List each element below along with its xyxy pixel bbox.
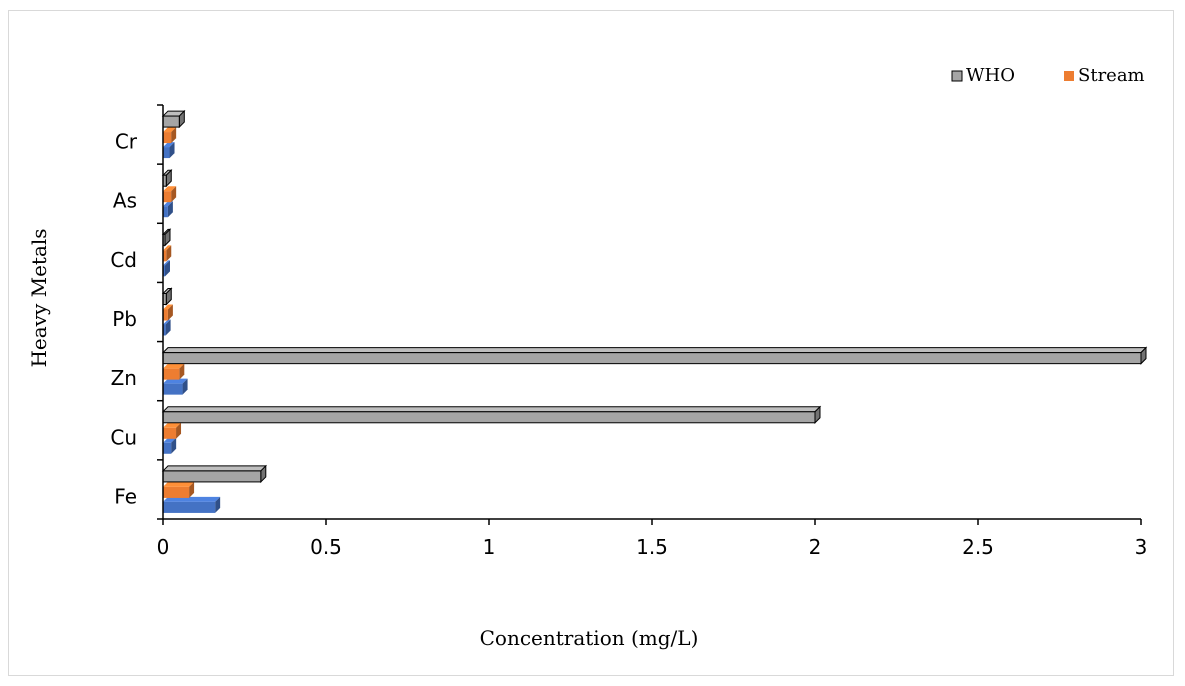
- bar-side-face: [167, 304, 173, 321]
- bar-who-as: [161, 169, 173, 188]
- bar-top-face: [163, 127, 177, 133]
- legend-label: WHO: [966, 65, 1015, 86]
- bar-side-face: [179, 363, 185, 380]
- bar-top-face: [163, 142, 175, 148]
- x-tick-label: 2.5: [962, 535, 994, 559]
- legend-item-who: WHO: [951, 65, 1015, 86]
- bar-well-zn: [163, 378, 188, 395]
- bar-who-pb: [161, 287, 173, 306]
- bar-top-face: [163, 260, 170, 266]
- bar-side-face: [171, 186, 177, 203]
- y-axis-title: Heavy Metals: [27, 228, 51, 367]
- bar-front-face: [163, 368, 180, 380]
- bar-top-face: [163, 422, 182, 428]
- bar-stream-pb: [163, 304, 173, 321]
- bar-side-face: [171, 127, 177, 144]
- bar-side-face: [182, 378, 188, 395]
- bar-front-face: [163, 132, 172, 144]
- x-tick-label: 2: [809, 535, 822, 559]
- category-label: Cu: [110, 425, 137, 449]
- bar-top-face: [163, 304, 173, 310]
- bar-top-face: [163, 245, 172, 251]
- bar-front-face: [162, 352, 1142, 365]
- bars-layer: [161, 109, 1148, 513]
- bar-stream-cu: [163, 422, 182, 439]
- bar-side-face: [165, 260, 170, 277]
- bar-stream-fe: [163, 481, 195, 498]
- bar-well-as: [163, 201, 173, 218]
- x-axis-title: Concentration (mg/L): [480, 626, 699, 650]
- bar-top-face: [163, 496, 221, 502]
- bar-front-face: [163, 250, 167, 262]
- legend-label: Stream: [1078, 65, 1145, 86]
- bar-side-face: [171, 437, 177, 454]
- x-tick-label: 1: [483, 535, 496, 559]
- bar-side-face: [176, 422, 182, 439]
- bar-top-face: [163, 319, 171, 325]
- bar-front-face: [162, 470, 262, 483]
- bar-top-face: [161, 347, 1148, 354]
- category-label: Zn: [111, 366, 137, 390]
- bar-who-zn: [161, 346, 1148, 365]
- bar-front-face: [163, 324, 166, 336]
- bar-side-face: [169, 142, 175, 159]
- bar-front-face: [163, 265, 165, 277]
- category-label: Cr: [115, 130, 138, 154]
- bar-front-face: [163, 501, 216, 513]
- bar-side-face: [166, 245, 172, 262]
- axes-layer: 0 0.5 1 1.5 2 2.5 3 Fe Cu Zn Pb Cd As Cr: [110, 104, 1148, 559]
- x-tick-label: 3: [1135, 535, 1148, 559]
- bar-top-face: [163, 363, 185, 369]
- bar-top-face: [163, 186, 177, 192]
- category-label: As: [113, 189, 137, 213]
- bar-stream-cd: [163, 245, 172, 262]
- bar-stream-zn: [163, 363, 185, 380]
- bar-stream-as: [163, 186, 177, 203]
- bar-side-face: [165, 319, 171, 336]
- bar-stream-cr: [163, 127, 177, 144]
- bar-front-face: [163, 147, 170, 159]
- x-tick-label: 0.5: [310, 535, 342, 559]
- bar-front-face: [163, 383, 183, 395]
- bar-side-face: [189, 481, 195, 498]
- bar-front-face: [163, 442, 172, 454]
- category-label: Fe: [114, 484, 137, 508]
- bar-well-fe: [163, 496, 221, 513]
- category-label: Cd: [110, 248, 137, 272]
- x-tick-label: 1.5: [636, 535, 668, 559]
- bar-top-face: [163, 481, 195, 487]
- legend-swatch: [1064, 71, 1074, 81]
- bar-top-face: [163, 201, 173, 207]
- bar-front-face: [163, 309, 168, 321]
- legend-swatch: [951, 70, 963, 82]
- bar-side-face: [215, 496, 221, 513]
- bar-top-face: [161, 406, 822, 413]
- bar-who-fe: [161, 464, 268, 484]
- bar-front-face: [162, 411, 816, 424]
- legend: WHOStreamWell: [951, 65, 1145, 86]
- category-label: Pb: [112, 307, 137, 331]
- bar-who-cu: [161, 405, 822, 424]
- bar-well-cr: [163, 142, 175, 159]
- bar-who-cd: [161, 228, 172, 247]
- bar-well-pb: [163, 319, 171, 336]
- bar-front-face: [163, 486, 190, 498]
- bar-side-face: [167, 201, 173, 218]
- bar-front-face: [163, 427, 177, 439]
- bar-top-face: [163, 378, 188, 384]
- bar-well-cd: [163, 260, 170, 277]
- legend-item-stream: Stream: [1064, 65, 1145, 86]
- bar-front-face: [163, 206, 168, 218]
- bar-who-cr: [161, 109, 186, 129]
- bar-top-face: [161, 465, 268, 472]
- bar-front-face: [163, 191, 172, 203]
- bar-well-cu: [163, 437, 177, 454]
- bar-top-face: [163, 437, 177, 443]
- x-tick-label: 0: [157, 535, 170, 559]
- bar-front-face: [162, 115, 180, 128]
